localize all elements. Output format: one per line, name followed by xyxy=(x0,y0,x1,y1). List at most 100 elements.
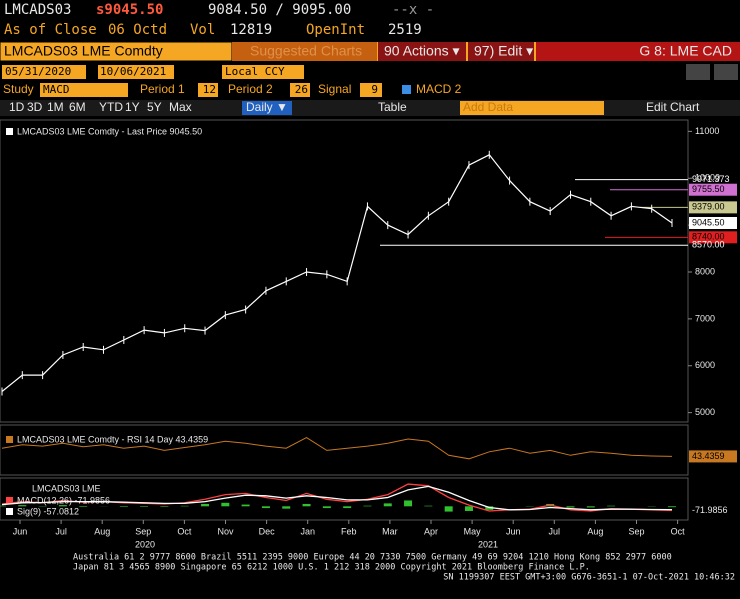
sig[interactable]: 9 xyxy=(371,83,378,96)
start-box[interactable] xyxy=(2,65,86,79)
x-tick-label: Aug xyxy=(94,526,110,536)
macd-hist xyxy=(241,504,250,507)
macd-hist xyxy=(302,503,311,507)
rsi-line xyxy=(1,437,673,460)
x-tick-label: May xyxy=(464,526,482,536)
macd-hist xyxy=(18,505,27,507)
price: s9045.50 xyxy=(96,2,163,18)
x-tick-label: Apr xyxy=(424,526,438,536)
x-tick-label: Nov xyxy=(217,526,234,536)
x-tick-label: Sep xyxy=(135,526,151,536)
x-tick-label: Aug xyxy=(587,526,603,536)
ccy[interactable]: Local CCY xyxy=(225,65,285,78)
freq-bg[interactable] xyxy=(242,101,292,115)
price-legend: LMCADS03 LME Comdty - Last Price 9045.50 xyxy=(17,126,202,136)
macd2: MACD 2 xyxy=(416,82,462,96)
macd-hist xyxy=(140,506,149,507)
period[interactable]: 3D xyxy=(27,100,43,114)
y-tick-label: 10000 xyxy=(695,173,720,183)
y-tick-label: 8000 xyxy=(695,266,715,276)
period[interactable]: 5Y xyxy=(147,100,162,114)
actions[interactable]: 90 Actions ▾ xyxy=(384,43,460,59)
macd-legend-entry: MACD(12,26) -71.9856 xyxy=(17,495,110,505)
footer-line: Australia 61 2 9777 8600 Brazil 5511 239… xyxy=(73,553,672,563)
oi-label: OpenInt xyxy=(306,22,365,38)
price-line xyxy=(1,154,673,392)
period[interactable]: 1Y xyxy=(125,100,140,114)
edit-bg xyxy=(468,42,534,61)
period[interactable]: 6M xyxy=(69,100,86,114)
undo[interactable] xyxy=(686,64,710,80)
close-date: 06 Octd xyxy=(108,22,167,38)
macd-hist xyxy=(607,505,616,507)
ticker: LMCADS03 xyxy=(4,2,71,18)
level-label: 9971.373 xyxy=(692,174,730,184)
macd-hist xyxy=(221,502,230,507)
ccy-box[interactable] xyxy=(222,65,304,79)
rsi-last: 43.4359 xyxy=(692,451,725,461)
x-tick-label: Dec xyxy=(259,526,276,536)
year-label: 2020 xyxy=(135,539,155,549)
x-tick-label: Oct xyxy=(671,526,686,536)
study-name[interactable]: MACD xyxy=(43,83,70,96)
legend-swatch xyxy=(6,128,13,135)
study-box[interactable] xyxy=(40,83,128,97)
price-panel xyxy=(0,119,689,423)
macd2-check[interactable] xyxy=(402,85,411,94)
macd-hist xyxy=(58,505,67,507)
p2[interactable]: 26 xyxy=(295,83,308,96)
security[interactable]: LMCADS03 LME Comdty xyxy=(4,43,163,59)
macd-hist xyxy=(586,506,595,508)
macd-hist xyxy=(322,506,331,509)
footer-line: SN 1199307 EEST GMT+3:00 G676-3651-1 07-… xyxy=(443,573,735,583)
x-tick-label: Jul xyxy=(55,526,67,536)
x-tick-label: Feb xyxy=(341,526,357,536)
edit[interactable]: 97) Edit ▾ xyxy=(474,43,533,59)
vol: 12819 xyxy=(230,22,272,38)
vol-label: Vol xyxy=(190,22,215,38)
macd-hist xyxy=(464,506,473,511)
end-date[interactable]: 10/06/2021 xyxy=(100,65,166,78)
suggested[interactable]: Suggested Charts xyxy=(250,43,362,59)
macd-last: -71.9856 xyxy=(692,505,728,515)
level-label: 9755.50 xyxy=(692,184,725,194)
footer-line: Japan 81 3 4565 8900 Singapore 65 6212 1… xyxy=(73,563,590,573)
sig-box[interactable] xyxy=(360,83,382,97)
macd-hist xyxy=(119,506,128,507)
p2-box[interactable] xyxy=(290,83,310,97)
sig-label: Signal xyxy=(318,82,351,96)
level-box xyxy=(689,201,737,214)
edit-chart[interactable]: Edit Chart xyxy=(646,100,700,114)
x-tick-label: Jan xyxy=(300,526,315,536)
p1[interactable]: 12 xyxy=(203,83,216,96)
level-box xyxy=(689,216,737,229)
table[interactable]: Table xyxy=(378,100,407,114)
macd-hist xyxy=(282,506,291,509)
macd-hist xyxy=(0,505,6,507)
macd-swatch xyxy=(6,497,13,504)
p1-box[interactable] xyxy=(198,83,218,97)
redo[interactable] xyxy=(714,64,738,80)
period[interactable]: 1D xyxy=(9,100,25,114)
period[interactable]: Max xyxy=(169,100,192,114)
add-box[interactable] xyxy=(460,101,604,115)
x-tick-label: Jun xyxy=(506,526,521,536)
rsi-swatch xyxy=(6,436,13,443)
macd-hist xyxy=(424,505,433,507)
macd-hist xyxy=(343,506,352,509)
level-label: 8570.00 xyxy=(692,240,725,250)
rsi-legend: LMCADS03 LME Comdty - RSI 14 Day 43.4359 xyxy=(17,434,208,444)
period[interactable]: 1M xyxy=(47,100,64,114)
y-tick-label: 6000 xyxy=(695,360,715,370)
add-data[interactable]: Add Data xyxy=(463,100,513,114)
macd-hist xyxy=(160,506,169,507)
freq[interactable]: Daily ▼ xyxy=(246,100,288,114)
macd-hist xyxy=(444,506,453,512)
start-date[interactable]: 05/31/2020 xyxy=(5,65,71,78)
macd-hist xyxy=(566,506,575,508)
macd-panel xyxy=(0,477,689,521)
end-box[interactable] xyxy=(98,65,174,79)
x-tick-label: Jun xyxy=(13,526,28,536)
period[interactable]: YTD xyxy=(99,100,123,114)
bid-ask: 9084.50 / 9095.00 xyxy=(208,2,351,18)
